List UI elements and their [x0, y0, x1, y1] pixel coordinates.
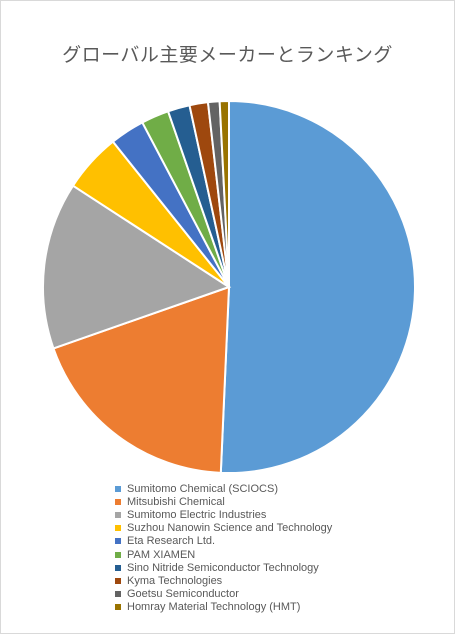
legend-swatch	[115, 551, 121, 558]
legend-label: Goetsu Semiconductor	[127, 588, 239, 601]
legend-swatch	[115, 564, 121, 571]
legend-swatch	[115, 485, 121, 492]
legend-swatch	[115, 498, 121, 505]
legend-label: Suzhou Nanowin Science and Technology	[127, 522, 333, 535]
legend-item: Homray Material Technology (HMT)	[115, 601, 332, 614]
legend-label: Homray Material Technology (HMT)	[127, 601, 301, 614]
legend-item: Sumitomo Electric Industries	[115, 508, 332, 521]
legend-swatch	[115, 525, 121, 532]
legend-item: PAM XIAMEN	[115, 548, 332, 561]
legend-swatch	[115, 604, 121, 611]
legend-item: Sino Nitride Semiconductor Technology	[115, 561, 332, 574]
pie-slice-0	[219, 99, 417, 474]
legend-label: Sino Nitride Semiconductor Technology	[127, 561, 319, 574]
legend-label: PAM XIAMEN	[127, 548, 196, 561]
chart-legend: Sumitomo Chemical (SCIOCS) Mitsubishi Che…	[115, 482, 332, 614]
legend-label: Sumitomo Chemical (SCIOCS)	[127, 482, 278, 495]
legend-item: Eta Research Ltd.	[115, 535, 332, 548]
legend-label: Eta Research Ltd.	[127, 535, 216, 548]
legend-item: Suzhou Nanowin Science and Technology	[115, 522, 332, 535]
legend-swatch	[115, 577, 121, 584]
legend-label: Kyma Technologies	[127, 574, 223, 587]
legend-swatch	[115, 591, 121, 598]
legend-item: Sumitomo Chemical (SCIOCS)	[115, 482, 332, 495]
chart-title: グローバル主要メーカーとランキング	[62, 44, 393, 66]
pie-slice-9	[218, 99, 230, 288]
legend-swatch	[115, 511, 121, 518]
legend-item: Goetsu Semiconductor	[115, 588, 332, 601]
legend-swatch	[115, 538, 121, 545]
legend-label: Mitsubishi Chemical	[127, 495, 225, 508]
legend-item: Mitsubishi Chemical	[115, 495, 332, 508]
legend-item: Kyma Technologies	[115, 574, 332, 587]
pie-slice-2	[42, 184, 232, 350]
pie-slices	[42, 99, 417, 474]
legend-label: Sumitomo Electric Industries	[127, 508, 267, 521]
